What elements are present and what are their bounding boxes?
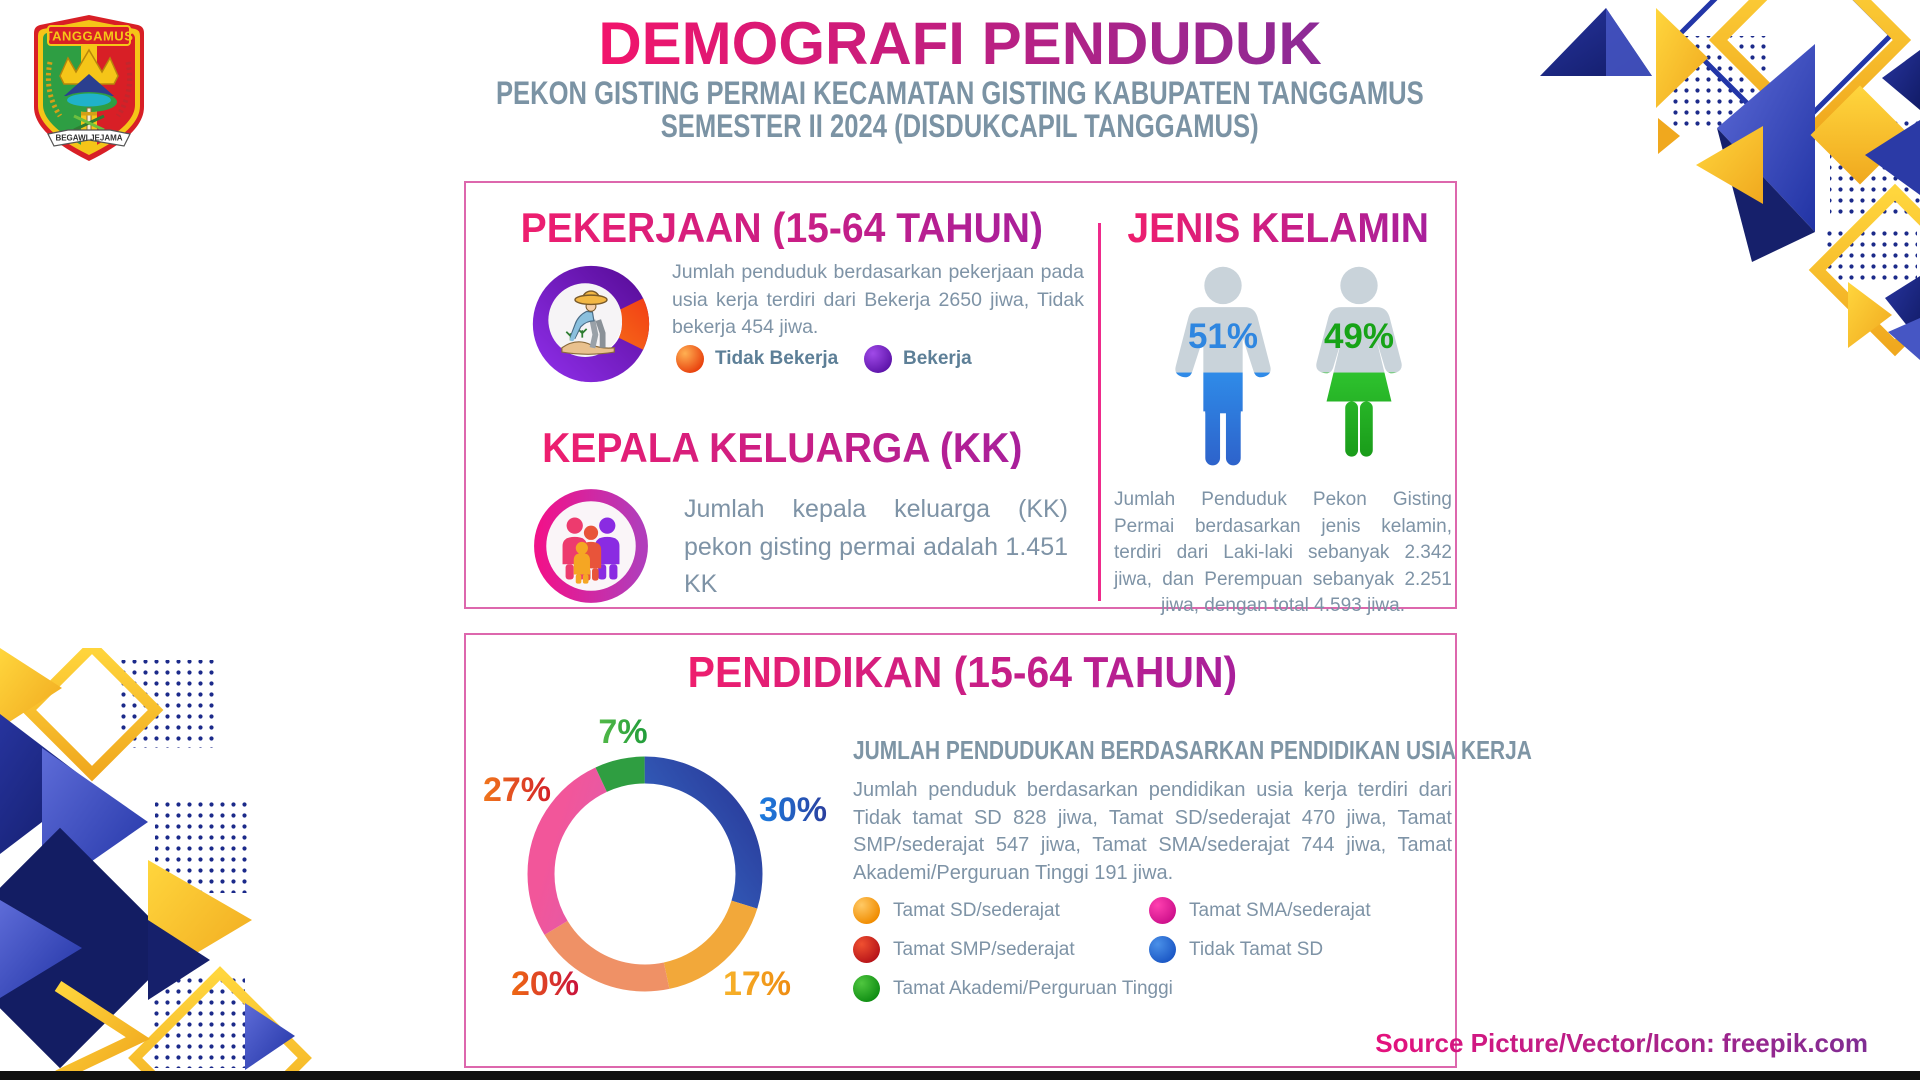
female-pictogram-icon <box>1316 266 1402 457</box>
page-title: DEMOGRAFI PENDUDUK <box>598 10 1322 77</box>
logo-mountain-icon <box>64 74 114 96</box>
label-smp-percent: 20% <box>510 965 580 1003</box>
pendidikan-title: PENDIDIKAN (15-64 TAHUN) <box>687 648 1238 697</box>
label-tidak-tamat-percent: 30% <box>758 791 828 829</box>
logo-garland-left <box>45 61 63 118</box>
legend-label: Tamat SD/sederajat <box>893 899 1060 921</box>
pekerjaan-description: Jumlah penduduk berdasarkan pekerjaan pa… <box>672 261 1084 339</box>
logo-lake-icon <box>67 93 111 107</box>
tidak-tamat-sd-dot-icon <box>1149 936 1176 963</box>
label-sd-percent: 17% <box>722 965 792 1003</box>
panel-top: PEKERJAAN (15-64 TAHUN) <box>464 181 1457 616</box>
male-pictogram-icon <box>1175 266 1271 466</box>
label-akademi-percent: 7% <box>598 713 648 751</box>
legend-label: Tidak Bekerja <box>715 348 839 369</box>
family-figures <box>562 517 620 584</box>
seg-tidak-tamat-sd <box>527 756 763 992</box>
kepala-keluarga-title: KEPALA KELUARGA (KK) <box>541 424 1023 471</box>
tidak-bekerja-dot-icon <box>676 345 704 373</box>
panel-divider <box>1098 223 1101 601</box>
pendidikan-heading: JUMLAH PENDUDUKAN BERDASARKAN PENDIDIKAN… <box>853 737 1532 765</box>
legend-item-bekerja: Bekerja <box>864 345 972 373</box>
pekerjaan-title: PEKERJAAN (15-64 TAHUN) <box>520 204 1044 251</box>
decor-triangles-bottom-left <box>0 648 312 1073</box>
jenis-kelamin-title: JENIS KELAMIN <box>1127 204 1430 251</box>
logo-motto: BEGAWI JEJAMA <box>55 134 122 143</box>
logo-garland-right <box>115 61 133 118</box>
legend-item-tidak-bekerja: Tidak Bekerja <box>676 345 838 373</box>
legend-label: Tamat SMP/sederajat <box>893 938 1075 960</box>
seg-tamat-sma <box>527 756 763 992</box>
tamat-sma-dot-icon <box>1149 897 1176 924</box>
akademi-dot-icon <box>853 975 880 1002</box>
page-subtitle-2: SEMESTER II 2024 (DISDUKCAPIL TANGGAMUS) <box>661 108 1259 145</box>
legend-item-tidak-tamat-sd: Tidak Tamat SD <box>1149 936 1323 963</box>
source-credit: Source Picture/Vector/Icon: freepik.com <box>1375 1028 1868 1058</box>
logo-name: TANGGAMUS <box>45 29 134 44</box>
female-percent: 49% <box>1323 317 1395 356</box>
jenis-kelamin-description: Jumlah Penduduk Pekon Gisting Permai ber… <box>1114 489 1452 617</box>
logo-keris-guard <box>81 112 97 116</box>
logo-banner <box>47 25 131 46</box>
farmer-icon <box>561 290 615 355</box>
decor-triangles-top-right <box>1540 0 1920 360</box>
label-sma-percent: 27% <box>482 771 552 809</box>
legend-item-tamat-smp: Tamat SMP/sederajat <box>853 936 1075 963</box>
tanggamus-logo: TANGGAMUS BEGAWI JEJAMA <box>34 15 144 161</box>
pekerjaan-seg-tidak-bekerja <box>532 265 650 383</box>
legend-item-akademi: Tamat Akademi/Perguruan Tinggi <box>853 975 1173 1002</box>
bottom-bar <box>0 1071 1920 1080</box>
legend-label: Tamat SMA/sederajat <box>1189 899 1371 921</box>
panel-bottom: PENDIDIKAN (15-64 TAHUN) <box>464 633 1532 1068</box>
header: DEMOGRAFI PENDUDUK PEKON GISTING PERMAI … <box>0 10 1920 145</box>
logo-ribbon <box>47 129 131 147</box>
tamat-smp-dot-icon <box>853 936 880 963</box>
male-percent: 51% <box>1187 317 1259 356</box>
pendidikan-donut-chart <box>527 756 763 992</box>
family-ring-icon <box>534 489 648 603</box>
page-subtitle-1: PEKON GISTING PERMAI KECAMATAN GISTING K… <box>496 74 1424 111</box>
legend-label: Tamat Akademi/Perguruan Tinggi <box>893 977 1173 999</box>
bekerja-dot-icon <box>864 345 892 373</box>
legend-item-tamat-sma: Tamat SMA/sederajat <box>1149 897 1371 924</box>
kepala-keluarga-description: Jumlah kepala keluarga (KK) pekon gistin… <box>684 495 1068 598</box>
logo-crossed-right <box>73 114 105 132</box>
legend-item-tamat-sd: Tamat SD/sederajat <box>853 897 1060 924</box>
pendidikan-description: Jumlah penduduk berdasarkan pendidikan u… <box>853 779 1452 884</box>
seg-tamat-smp <box>527 756 763 992</box>
legend-label: Bekerja <box>903 348 972 369</box>
legend-label: Tidak Tamat SD <box>1189 938 1324 960</box>
pekerjaan-donut-chart <box>532 265 650 383</box>
tamat-sd-dot-icon <box>853 897 880 924</box>
